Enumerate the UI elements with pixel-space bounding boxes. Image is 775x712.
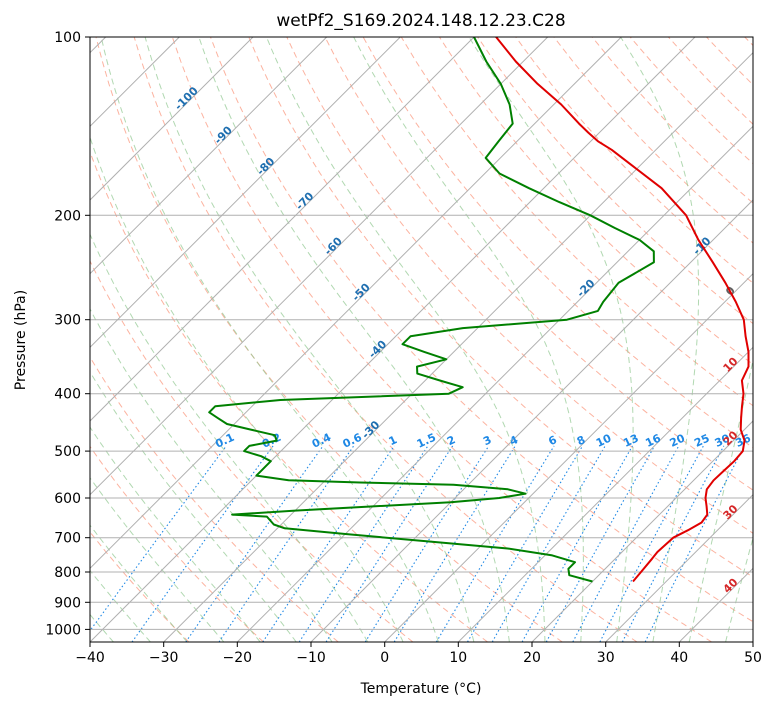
x-tick-label: −40 [75,650,105,666]
x-tick-label: 30 [597,650,615,666]
x-tick-label: 40 [670,650,688,666]
x-axis-label: Temperature (°C) [360,681,482,697]
y-tick-label: 400 [54,387,81,403]
x-tick-label: 20 [523,650,541,666]
y-tick-label: 500 [54,444,81,460]
y-tick-label: 900 [54,595,81,611]
x-tick-label: −30 [149,650,179,666]
y-tick-label: 200 [54,208,81,224]
y-tick-label: 800 [54,565,81,581]
x-tick-label: 10 [449,650,467,666]
x-tick-label: 0 [380,650,389,666]
chart-title: wetPf2_S169.2024.148.12.23.C28 [276,11,565,31]
y-tick-label: 100 [54,30,81,46]
y-axis-label: Pressure (hPa) [13,290,29,390]
y-tick-label: 600 [54,491,81,507]
x-tick-label: −20 [223,650,253,666]
y-tick-label: 700 [54,531,81,547]
x-tick-label: 50 [744,650,762,666]
y-tick-label: 1000 [45,622,81,638]
x-tick-label: −10 [296,650,326,666]
y-tick-label: 300 [54,313,81,329]
